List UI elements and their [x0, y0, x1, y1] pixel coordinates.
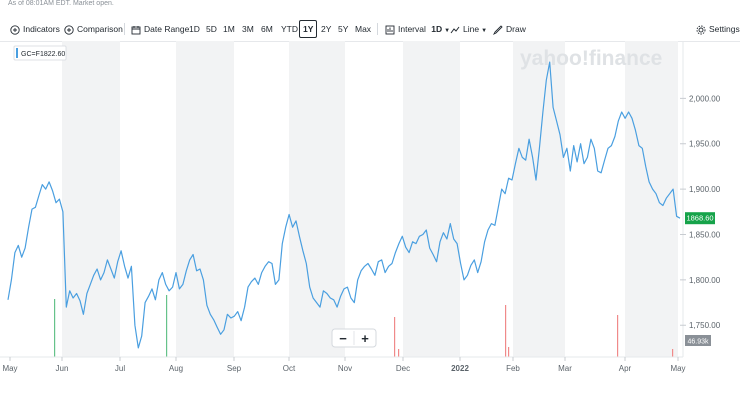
- x-axis: May Jun Jul Aug Sep Oct Nov Dec 2022 Feb Mar Apr May: [0, 356, 686, 373]
- last-price-label: 1868.60: [686, 214, 713, 223]
- range-1d[interactable]: 1D: [189, 24, 200, 34]
- calendar-icon: [131, 25, 141, 35]
- volume-label: 46.93k: [687, 339, 709, 346]
- line-chart-icon: [450, 26, 460, 34]
- draw-label: Draw: [506, 24, 526, 34]
- x-tick-label: Feb: [506, 364, 520, 373]
- shaded-month-band: [289, 41, 345, 357]
- indicators-button[interactable]: Indicators: [10, 21, 60, 37]
- range-6m[interactable]: 6M: [261, 24, 273, 34]
- y-tick-label: 1,950.00: [689, 140, 721, 149]
- x-tick-label: Nov: [338, 364, 352, 373]
- chevron-down-icon: ▼: [481, 28, 488, 34]
- y-tick-label: 2,000.00: [689, 94, 721, 103]
- zoom-controls: − +: [331, 328, 377, 348]
- zoom-out-button[interactable]: −: [339, 331, 347, 346]
- comparison-label: Comparison: [77, 24, 123, 34]
- volume-bar: [508, 347, 510, 357]
- footer-disclaimer-fade: [0, 395, 740, 402]
- x-tick-label: May: [2, 364, 17, 373]
- range-3m[interactable]: 3M: [242, 24, 254, 34]
- volume-tag: 46.93k: [685, 335, 711, 346]
- x-tick-label: Apr: [619, 364, 632, 373]
- settings-button[interactable]: Settings: [696, 21, 740, 37]
- y-tick-label: 1,800.00: [689, 276, 721, 285]
- x-tick-label: Jul: [115, 364, 125, 373]
- chart-type-dropdown[interactable]: Line ▼: [450, 21, 487, 37]
- y-axis: 2,000.00 1,950.00 1,900.00 1,850.00 1,800.00…: [680, 41, 721, 357]
- x-tick-label: Sep: [227, 364, 242, 373]
- range-1y[interactable]: 1Y: [299, 20, 318, 38]
- interval-icon: [385, 25, 395, 35]
- price-line: [7, 61, 681, 349]
- date-range-button[interactable]: Date Range: [131, 21, 189, 37]
- range-1m[interactable]: 1M: [223, 24, 235, 34]
- y-tick-label: 1,850.00: [689, 230, 721, 239]
- x-tick-label: Mar: [558, 364, 572, 373]
- range-max[interactable]: Max: [355, 24, 372, 34]
- draw-button[interactable]: Draw: [493, 21, 526, 37]
- gear-icon: [696, 25, 706, 35]
- settings-label: Settings: [709, 24, 740, 34]
- price-series: [7, 61, 681, 349]
- shaded-month-band: [62, 41, 120, 357]
- range-2y[interactable]: 2Y: [321, 24, 332, 34]
- indicators-label: Indicators: [23, 24, 60, 34]
- volume-bar: [398, 349, 400, 357]
- volume-bar: [166, 295, 168, 357]
- interval-dropdown[interactable]: Interval 1D ▼: [385, 21, 450, 37]
- price-chart[interactable]: yahoo!finance 2,000.00 1,950.00 1,900.00 1,…: [0, 41, 740, 395]
- volume-bar: [54, 299, 56, 357]
- range-5d[interactable]: 5D: [206, 24, 217, 34]
- x-tick-label: Aug: [169, 364, 183, 373]
- volume-bar: [505, 305, 507, 357]
- chart-type-label: Line: [463, 24, 480, 34]
- legend-symbol: GC=F: [21, 51, 40, 58]
- draw-icon: [493, 25, 503, 35]
- add-circle-icon: [64, 25, 74, 35]
- chart-toolbar: Indicators Comparison Date Range 1D 5D 1…: [0, 17, 740, 42]
- volume-bar: [617, 315, 619, 357]
- shaded-month-band: [176, 41, 234, 357]
- add-circle-icon: [10, 25, 20, 35]
- interval-label: Interval: [398, 24, 426, 34]
- x-tick-label: May: [670, 364, 685, 373]
- x-tick-label: Jun: [56, 364, 69, 373]
- interval-value: 1D: [431, 24, 443, 34]
- volume-bars: [54, 295, 674, 357]
- toolbar-divider: [377, 23, 378, 35]
- x-tick-label: 2022: [451, 364, 469, 373]
- shaded-month-band: [513, 41, 565, 357]
- yahoo-finance-watermark: yahoo!finance: [520, 47, 662, 70]
- x-tick-label: Dec: [396, 364, 410, 373]
- legend-chip[interactable]: GC=F 1822.60: [13, 45, 67, 61]
- month-shading: [62, 41, 678, 357]
- x-tick-label: Oct: [283, 364, 296, 373]
- volume-bar: [394, 317, 396, 357]
- date-range-label: Date Range: [144, 24, 190, 34]
- last-price-tag: 1868.60: [685, 212, 715, 225]
- y-tick-label: 1,750.00: [689, 321, 721, 330]
- range-ytd[interactable]: YTD: [281, 24, 298, 34]
- market-status-note: As of 08:01AM EDT. Market open.: [8, 0, 114, 7]
- chevron-down-icon: ▼: [444, 28, 451, 34]
- volume-bar: [672, 349, 674, 357]
- y-tick-label: 1,900.00: [689, 185, 721, 194]
- shaded-month-band: [625, 41, 678, 357]
- legend-value: 1822.60: [40, 51, 65, 58]
- shaded-month-band: [403, 41, 460, 357]
- range-5y[interactable]: 5Y: [338, 24, 349, 34]
- toolbar-divider: [124, 23, 125, 35]
- comparison-button[interactable]: Comparison: [64, 21, 123, 37]
- zoom-in-button[interactable]: +: [361, 331, 369, 346]
